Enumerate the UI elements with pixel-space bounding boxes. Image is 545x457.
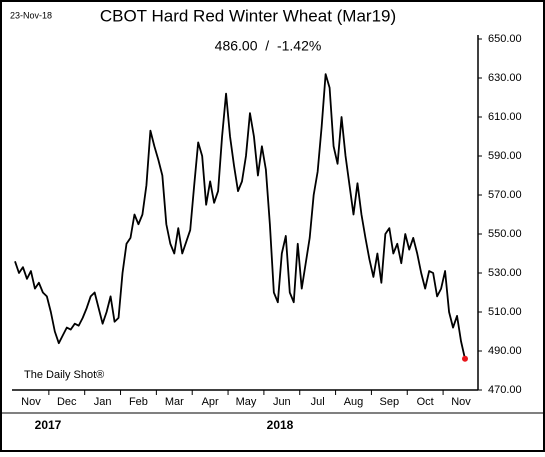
y-tick-label: 570.00	[488, 189, 522, 201]
x-tick-label: Nov	[21, 396, 41, 408]
x-tick-label: Aug	[344, 396, 364, 408]
y-tick-label: 590.00	[488, 150, 522, 162]
y-tick-label: 550.00	[488, 228, 522, 240]
y-tick-label: 630.00	[488, 72, 522, 84]
y-tick-label: 530.00	[488, 267, 522, 279]
y-tick-label: 510.00	[488, 306, 522, 318]
x-tick-label: Jan	[94, 396, 112, 408]
chart-subtitle: 486.00 / -1.42%	[215, 38, 322, 54]
year-label: 2017	[35, 418, 62, 432]
y-tick-label: 650.00	[488, 33, 522, 45]
x-tick-label: Nov	[451, 396, 471, 408]
date-label: 23-Nov-18	[10, 10, 52, 20]
x-tick-label: May	[236, 396, 257, 408]
chart-title: CBOT Hard Red Winter Wheat (Mar19)	[100, 6, 396, 25]
x-tick-label: Apr	[202, 396, 219, 408]
x-tick-label: Jul	[311, 396, 325, 408]
y-tick-label: 490.00	[488, 345, 522, 357]
y-tick-label: 470.00	[488, 384, 522, 396]
x-tick-label: Oct	[417, 396, 434, 408]
x-tick-label: Feb	[129, 396, 148, 408]
end-marker	[462, 355, 468, 362]
y-tick-label: 610.00	[488, 111, 522, 123]
x-tick-label: Mar	[165, 396, 184, 408]
year-label: 2018	[267, 418, 294, 432]
x-tick-label: Jun	[273, 396, 291, 408]
source-label: The Daily Shot®	[24, 369, 104, 381]
price-line	[14, 73, 466, 359]
x-tick-label: Sep	[380, 396, 400, 408]
x-tick-label: Dec	[57, 396, 77, 408]
